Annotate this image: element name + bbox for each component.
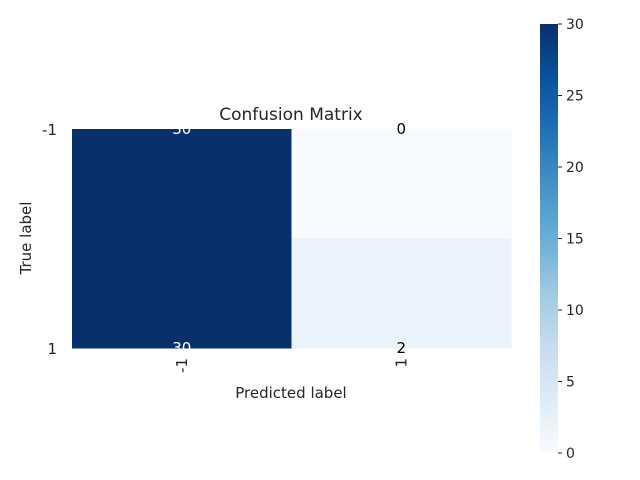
cell-value-label: 2	[396, 339, 406, 357]
y-tick-label: -1	[42, 121, 57, 139]
colorbar-tick-label: 15	[566, 232, 584, 248]
colorbar-tick-label: 25	[566, 89, 584, 105]
colorbar	[540, 24, 558, 453]
x-tick-label: 1	[392, 358, 410, 368]
x-tick-label: -1	[173, 358, 191, 373]
colorbar-tick-label: 20	[566, 160, 584, 176]
heatmap-cell-labels: 30 0 30 2	[172, 120, 406, 357]
heatmap-cell	[291, 129, 512, 239]
y-tick-label: 1	[47, 340, 57, 358]
colorbar-tick-label: 30	[566, 17, 584, 33]
heatmap-cells	[72, 129, 512, 349]
colorbar-tick-label: 0	[566, 446, 575, 462]
colorbar-tick-label: 10	[566, 303, 584, 319]
colorbar-tick-label: 5	[566, 375, 575, 391]
heatmap-cell	[72, 129, 292, 239]
chart-title: Confusion Matrix	[219, 105, 363, 125]
colorbar-ticks: 0 5 10 15 20 25 30	[558, 17, 584, 462]
y-axis-label: True label	[17, 202, 35, 276]
x-axis-label: Predicted label	[235, 384, 346, 402]
x-axis-ticks: -1 1	[173, 358, 411, 373]
heatmap-cell	[291, 238, 512, 349]
y-axis-ticks: -1 1	[42, 121, 57, 358]
cell-value-label: 30	[172, 339, 191, 357]
cell-value-label: 0	[396, 120, 406, 138]
heatmap-cell	[72, 238, 292, 349]
cell-value-label: 30	[172, 120, 191, 138]
